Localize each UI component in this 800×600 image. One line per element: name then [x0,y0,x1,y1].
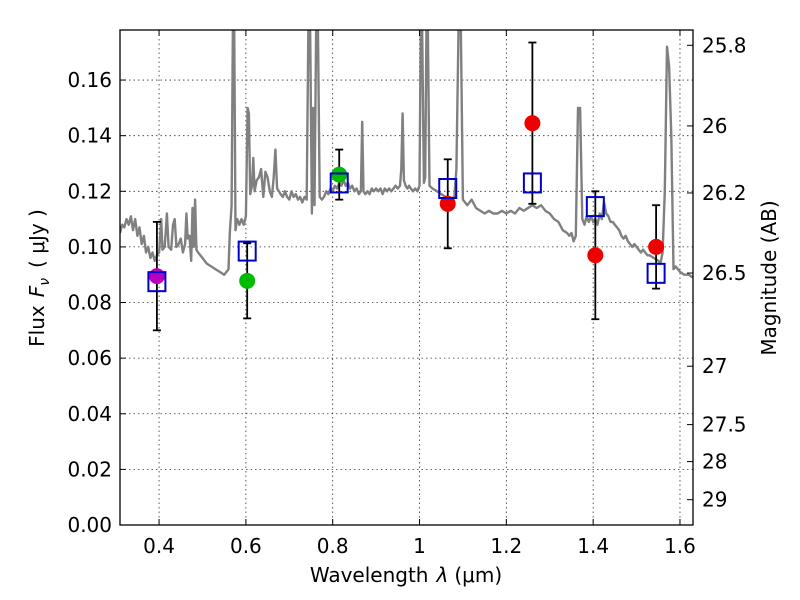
right-axis-tick-label: 26.5 [702,261,747,285]
y-tick-label: 0.12 [67,179,112,203]
y-axis-title: FluxFν( μJy ) [25,209,53,347]
plot-frame [119,29,694,526]
x-tick-label: 1 [413,534,426,558]
x-tick-label: 1.4 [577,534,609,558]
y-tick-label: 0.04 [67,402,112,426]
y-tick-label: 0.16 [67,68,112,92]
y-tick-label: 0.08 [67,291,112,315]
observed-point [524,115,541,132]
model-points [147,172,666,293]
y-tick-label: 0.10 [67,235,112,259]
right-axis-tick-label: 25.8 [702,33,747,57]
x-tick-label: 0.6 [230,534,262,558]
sed-curve [120,30,693,279]
observed-point [648,238,665,255]
model-point [522,172,542,194]
right-axis-tick-label: 29 [702,488,727,512]
right-axis-tick-label: 26.2 [702,181,747,205]
x-tick-label: 0.4 [143,534,175,558]
x-axis-title: Wavelength λ (μm) [310,563,502,587]
right-axis-tick-label: 28 [702,450,727,474]
y-tick-label: 0.00 [67,513,112,537]
x-axis-ticks: 0.4 0.6 0.8 1 1.2 1.4 1.6 [143,30,696,558]
model-point [646,262,666,284]
model-point [237,240,257,262]
y-tick-label: 0.06 [67,346,112,370]
y-axis-ticks: 0.00 0.02 0.04 0.06 0.08 0.10 0.12 0.14 0.16 [67,68,126,537]
right-axis-title: Magnitude (AB) [757,200,781,355]
right-axis-tick-label: 27 [702,354,727,378]
y-tick-label: 0.02 [67,457,112,481]
right-axis-tick-label: 27.5 [702,413,747,437]
y-tick-label: 0.14 [67,124,112,148]
x-tick-label: 0.8 [317,534,349,558]
observed-point [439,195,456,212]
observed-point [587,247,604,264]
model-point [147,271,167,293]
observed-point [148,268,165,285]
model-point [329,172,349,194]
model-point [438,178,458,200]
x-tick-label: 1.6 [664,534,696,558]
sed-curve-group [120,30,693,279]
observed-point [239,272,256,289]
right-axis-tick-label: 26 [702,114,727,138]
gridlines [120,30,693,526]
x-tick-label: 1.2 [490,534,522,558]
model-point [585,196,605,218]
right-axis-ticks: 25.8 26 26.2 26.5 27 27.5 28 29 [687,33,747,512]
observed-point [331,166,348,183]
